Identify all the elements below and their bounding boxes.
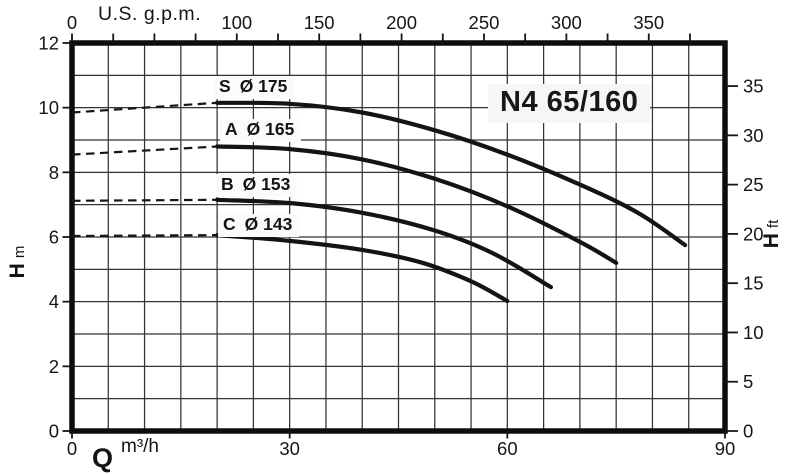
- left-axis-label: H m: [6, 232, 32, 292]
- left-axis-unit: m: [11, 245, 28, 259]
- top-axis-tick-label: 100: [221, 12, 252, 33]
- left-axis-tick-label: 6: [49, 227, 59, 248]
- left-axis-tick-label: 2: [49, 356, 59, 377]
- right-axis-tick-label: 5: [743, 371, 753, 392]
- chart-canvas: 0 100 150 200 250 300 350 0 30 60 90 0 2 4 6 8 10 12 0 5 10 1…: [38, 12, 764, 459]
- pump-curve-B-dashed-extension: [71, 198, 218, 202]
- top-axis-tick-label: 250: [469, 12, 500, 33]
- right-axis-tick-label: 30: [743, 125, 764, 146]
- right-axis-label: H ft: [760, 204, 786, 264]
- curve-label-A: A Ø 165: [220, 119, 302, 142]
- right-axis-symbol: H: [760, 233, 783, 249]
- top-axis-tick-label: 0: [67, 12, 77, 33]
- left-axis-tick-label: 0: [49, 421, 59, 442]
- top-axis-unit-label: U.S. g.p.m.: [98, 3, 202, 25]
- pump-curve-C: [215, 233, 510, 304]
- pump-curve-S-dashed-extension: [71, 101, 218, 114]
- top-axis-tick-label: 150: [304, 12, 335, 33]
- impeller-diameter-C: Ø 143: [244, 214, 293, 234]
- top-axis-tick-label: 200: [386, 12, 417, 33]
- curve-letter-C: C: [223, 214, 236, 234]
- pump-curve-S: [215, 100, 688, 248]
- right-axis-tick-label: 10: [743, 322, 764, 343]
- right-axis-tick-label: 25: [743, 174, 764, 195]
- top-axis-tick-label: 350: [633, 12, 664, 33]
- curve-letter-S: S: [219, 76, 231, 96]
- curve-label-S: S Ø 175: [214, 76, 295, 99]
- impeller-diameter-S: Ø 175: [239, 76, 288, 96]
- right-axis-tick-label: 15: [743, 273, 764, 294]
- bottom-axis-tick-label: 30: [279, 438, 300, 459]
- pump-curve-C-dashed-extension: [71, 234, 218, 238]
- bottom-axis-tick-label: 0: [67, 438, 77, 459]
- pump-curve-B: [215, 197, 553, 290]
- left-axis-tick-label: 10: [38, 97, 59, 118]
- top-axis-tick-label: 300: [551, 12, 582, 33]
- bottom-axis-unit: m³/h: [121, 436, 159, 457]
- curve-letter-A: A: [225, 119, 238, 139]
- left-axis-tick-label: 8: [49, 162, 59, 183]
- right-axis-tick-label: 20: [743, 223, 764, 244]
- curve-letter-B: B: [221, 174, 234, 194]
- impeller-diameter-B: Ø 153: [242, 174, 291, 194]
- left-axis-tick-label: 12: [38, 33, 59, 54]
- right-axis-tick-label: 0: [743, 421, 753, 442]
- curve-label-C: C Ø 143: [218, 214, 300, 237]
- pump-model-title: N4 65/160: [488, 84, 651, 123]
- bottom-axis-tick-label: 60: [497, 438, 518, 459]
- curve-label-B: B Ø 153: [216, 174, 298, 197]
- impeller-diameter-A: Ø 165: [246, 119, 295, 139]
- bottom-axis-tick-label: 90: [715, 438, 736, 459]
- right-axis-unit: ft: [765, 219, 782, 229]
- pump-curve-A-dashed-extension: [71, 145, 218, 156]
- left-axis-tick-label: 4: [49, 291, 59, 312]
- pump-curve-A: [215, 144, 619, 265]
- pump-performance-chart: 0 100 150 200 250 300 350 0 30 60 90 0 2 4 6 8 10 12 0 5 10 1…: [6, 3, 786, 473]
- left-axis-symbol: H: [6, 263, 29, 279]
- right-axis-tick-label: 35: [743, 76, 764, 97]
